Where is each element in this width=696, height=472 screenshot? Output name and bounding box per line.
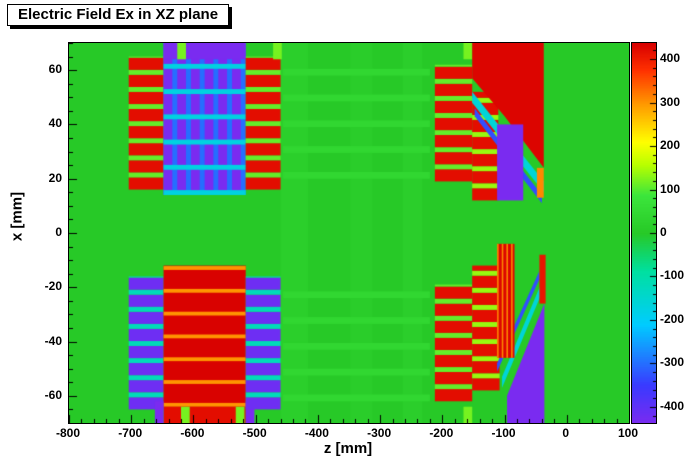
colorbar-tick-label: -200 [660, 311, 685, 326]
x-tick-label: -500 [242, 426, 267, 440]
colorbar-tick-label: 300 [660, 94, 681, 109]
x-tick-label: -600 [180, 426, 205, 440]
x-tick-label: -800 [55, 426, 81, 440]
y-axis-title: x [mm] [8, 191, 26, 242]
plot-frame [68, 42, 630, 424]
y-tick-label: 40 [48, 116, 62, 131]
colorbar [631, 42, 657, 424]
x-tick-label: -700 [118, 426, 143, 440]
y-tick-label: -20 [44, 279, 62, 294]
y-tick-label: -40 [44, 333, 62, 348]
colorbar-canvas [632, 43, 656, 423]
y-tick-label: 60 [48, 62, 62, 77]
colorbar-tick-label: -100 [660, 268, 685, 283]
x-tick-label: -200 [429, 426, 454, 440]
x-tick-label: -400 [304, 426, 329, 440]
y-tick-label: 0 [55, 225, 62, 239]
x-tick-label: -100 [491, 426, 516, 440]
y-tick-label: 20 [48, 170, 62, 185]
colorbar-tick-label: -300 [660, 355, 685, 370]
y-tick-label: -60 [44, 387, 62, 402]
x-axis-title: z [mm] [323, 440, 373, 457]
x-tick-label: 0 [562, 426, 570, 440]
heatmap-canvas [69, 43, 629, 423]
colorbar-tick-label: 400 [660, 51, 681, 66]
x-tick-label: 100 [617, 426, 639, 440]
colorbar-tick-label: -400 [660, 398, 685, 413]
colorbar-tick-label: 100 [660, 181, 681, 196]
plot-title: Electric Field Ex in XZ plane [7, 4, 230, 26]
colorbar-tick-label: 0 [660, 225, 667, 239]
colorbar-tick-label: 200 [660, 138, 681, 153]
x-tick-label: -300 [367, 426, 392, 440]
